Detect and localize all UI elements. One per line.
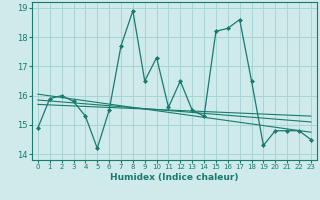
X-axis label: Humidex (Indice chaleur): Humidex (Indice chaleur) xyxy=(110,173,239,182)
